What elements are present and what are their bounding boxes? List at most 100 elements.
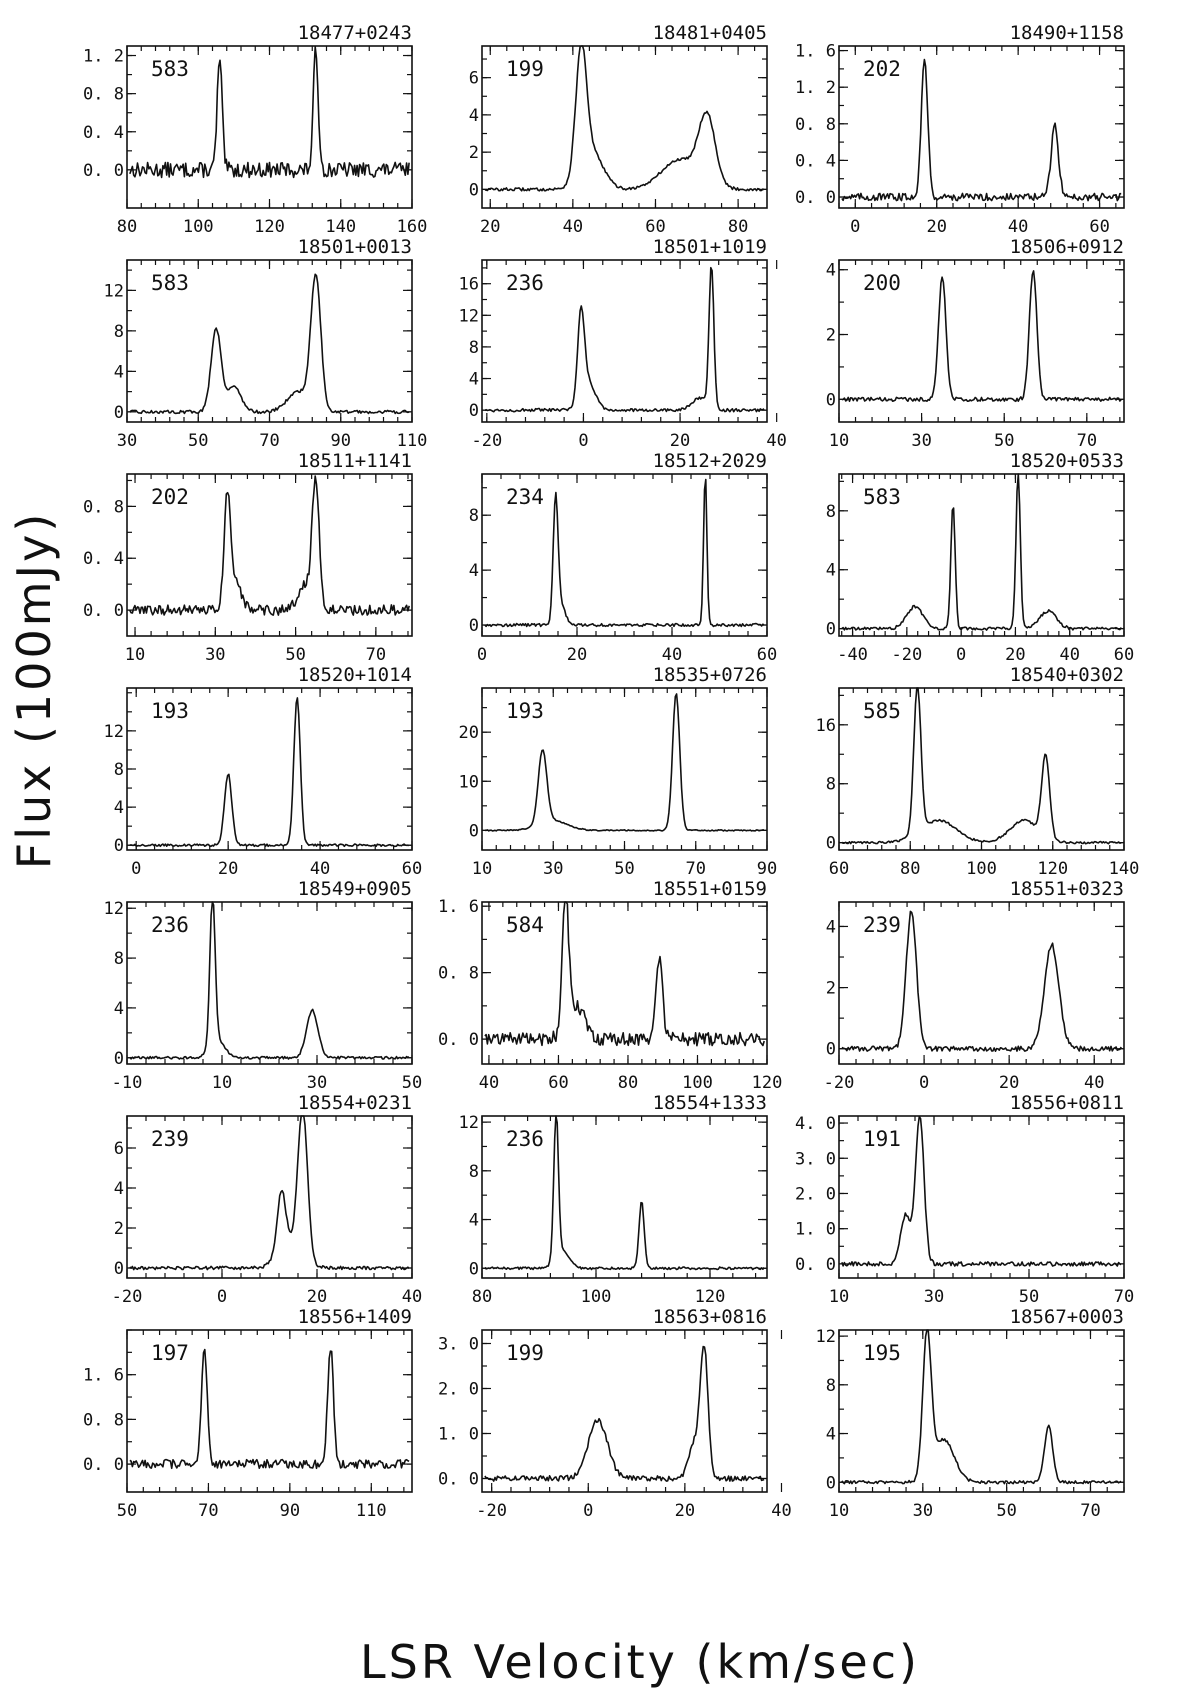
x-tick-label: 90 [331,431,351,451]
panel-annotation: 199 [506,1341,544,1365]
y-tick-label: 0. 8 [83,85,124,105]
x-tick-label: 120 [1037,859,1068,879]
spectrum-line [841,687,1122,845]
spectrum-panel-18511+1141: 18511+1141 202 10 30 50 70 0. 0 0. 4 0. 8 [83,450,413,665]
x-tick-label: 30 [307,1073,327,1093]
x-tick-label: 20 [1005,645,1025,665]
x-tick-label: 70 [1114,1287,1134,1307]
x-tick-label: 80 [900,859,920,879]
y-tick-label: 0. 0 [83,161,124,181]
y-tick-label: 16 [816,716,836,736]
x-tick-label: 50 [188,431,208,451]
spectrum-panel-18554+0231: 18554+0231 239 -20 0 20 40 0 2 4 6 [112,1092,423,1307]
panel-frame [481,473,768,637]
spectrum-panel-18549+0905: 18549+0905 236 -10 10 30 50 0 4 8 12 [104,878,423,1093]
x-tick-label: 70 [1077,431,1097,451]
x-tick-label: 40 [402,1287,422,1307]
spectrum-panel-18501+0013: 18501+0013 583 30 50 70 90 110 0 4 8 12 [104,236,428,451]
x-tick-label: 20 [675,1501,695,1521]
spectrum-line [841,1329,1122,1485]
x-tick-label: 40 [766,431,786,451]
x-tick-label: 80 [618,1073,638,1093]
panel-title: 18551+0323 [1010,878,1124,900]
panel-title: 18556+0811 [1010,1092,1124,1114]
panel-title: 18512+2029 [653,450,767,472]
spectrum-panel-18520+0533: 18520+0533 583 -40 -20 0 20 40 60 0 4 8 [826,450,1134,665]
x-tick-label: 50 [994,431,1014,451]
y-tick-label: 4 [114,999,124,1019]
y-tick-label: 10 [459,772,479,792]
x-tick-label: 80 [728,217,748,237]
y-tick-label: 0 [114,836,124,856]
y-tick-label: 0. 8 [83,497,124,517]
spectrum-line [129,697,410,848]
y-tick-label: 0 [469,1259,479,1279]
x-tick-label: 50 [996,1501,1016,1521]
x-tick-label: 20 [567,645,587,665]
x-axis-title: LSR Velocity (km/sec) [360,1635,920,1689]
x-tick-label: 10 [829,1287,849,1307]
x-tick-label: 60 [645,217,665,237]
panel-annotation: 197 [151,1341,189,1365]
panel-annotation: 583 [151,57,189,81]
y-tick-label: 0 [114,1049,124,1069]
x-tick-label: 40 [771,1501,791,1521]
panel-frame [126,1115,413,1279]
y-tick-label: 0 [826,620,836,640]
x-tick-label: 110 [356,1501,387,1521]
spectrum-line [484,901,765,1047]
y-tick-label: 6 [469,69,479,89]
spectrum-line [129,901,410,1060]
x-tick-label: 20 [999,1073,1019,1093]
spectrum-line [484,266,765,413]
spectrum-panel-18477+0243: 18477+0243 583 80 100 120 140 160 0. 0 0. 4 0. 8 1… [83,22,427,237]
spectrum-panel-18481+0405: 18481+0405 199 20 40 60 80 0 2 4 6 [469,22,768,237]
panel-title: 18567+0003 [1010,1306,1124,1328]
y-tick-label: 4 [469,1211,479,1231]
panel-annotation: 236 [506,1127,544,1151]
spectrum-line [841,910,1122,1052]
panel-frame [481,1115,768,1279]
x-tick-label: 40 [1059,645,1079,665]
panel-title: 18535+0726 [653,664,767,686]
spectrum-panel-18520+1014: 18520+1014 193 0 20 40 60 0 4 8 12 [104,664,423,879]
x-tick-label: 20 [670,431,690,451]
panel-annotation: 585 [863,699,901,723]
x-tick-label: 60 [548,1073,568,1093]
x-tick-label: 60 [829,859,849,879]
x-tick-label: 50 [402,1073,422,1093]
x-tick-label: 120 [254,217,285,237]
panel-title: 18551+0159 [653,878,767,900]
y-tick-label: 0 [469,616,479,636]
spectrum-line [129,1348,410,1470]
panel-frame [838,1115,1125,1279]
x-tick-label: 50 [117,1501,137,1521]
spectrum-panel-18556+1409: 18556+1409 197 50 70 90 110 0. 0 0. 8 1. 6 [83,1306,413,1521]
y-tick-label: 12 [459,306,479,326]
panel-title: 18501+1019 [653,236,767,258]
y-tick-label: 1. 2 [795,78,836,98]
x-tick-label: -40 [837,645,868,665]
x-tick-label: 20 [307,1287,327,1307]
panel-frame [838,259,1125,423]
y-tick-label: 12 [104,281,124,301]
y-tick-label: 4 [826,1425,836,1445]
panel-annotation: 191 [863,1127,901,1151]
y-tick-label: 3. 0 [438,1335,479,1355]
x-tick-label: 0 [583,1501,593,1521]
x-tick-label: 90 [280,1501,300,1521]
y-tick-label: 4 [114,798,124,818]
x-tick-label: 10 [125,645,145,665]
y-tick-label: 0 [826,1473,836,1493]
panel-annotation: 200 [863,271,901,295]
y-tick-label: 8 [469,1162,479,1182]
panel-frame [481,259,768,423]
x-tick-label: -20 [891,645,922,665]
panel-annotation: 202 [863,57,901,81]
y-tick-label: 0. 8 [83,1410,124,1430]
y-axis-title: Flux (100mJy) [7,511,61,870]
x-tick-label: 90 [757,859,777,879]
spectrum-line [129,1115,410,1271]
spectrum-panel-18567+0003: 18567+0003 195 10 30 50 70 0 4 8 12 [816,1306,1125,1521]
